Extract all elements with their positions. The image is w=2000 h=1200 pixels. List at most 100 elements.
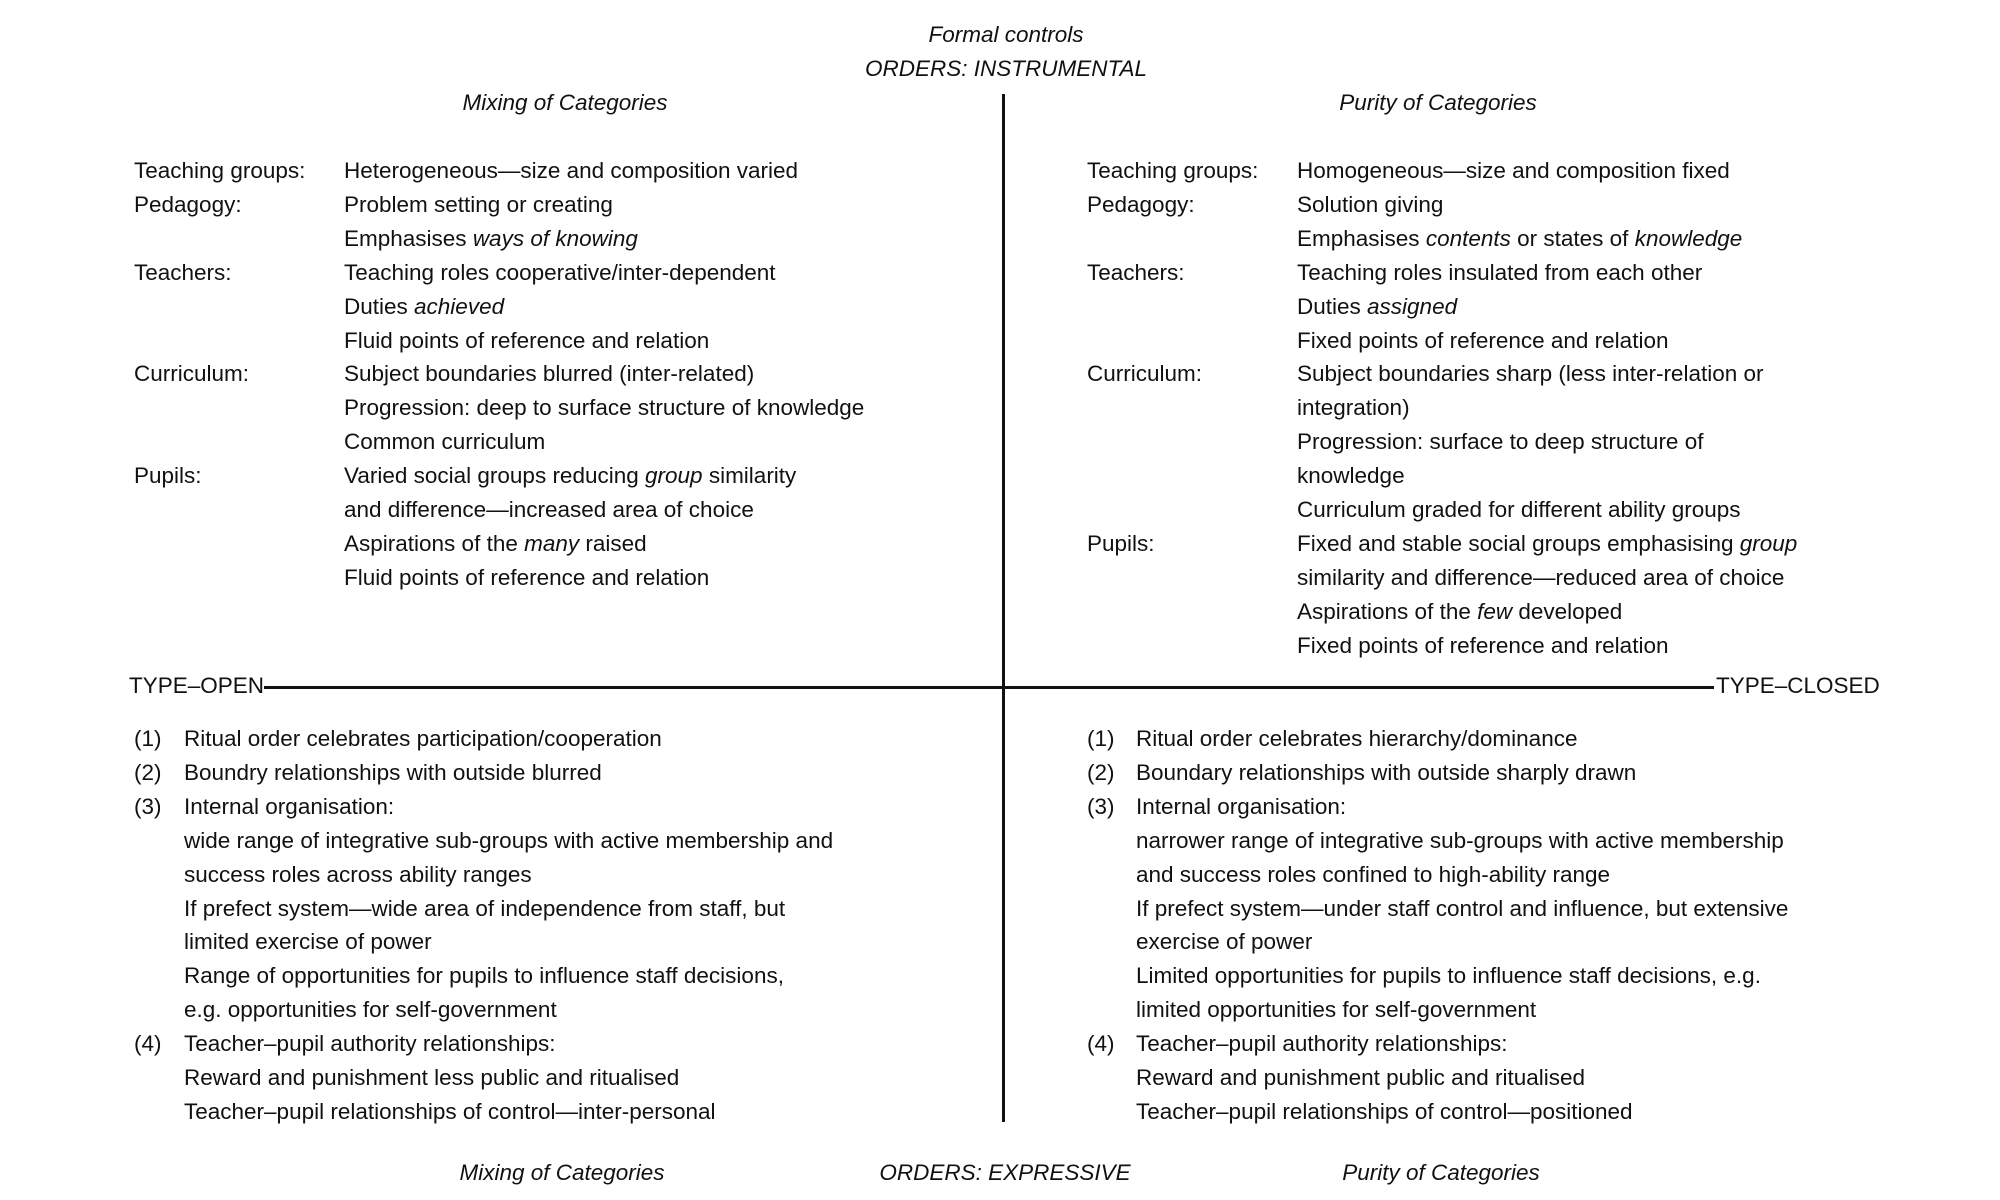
category-row: Teachers: Teaching roles cooperative/inte… (134, 256, 864, 358)
left-axis-label: TYPE–OPEN (129, 673, 265, 698)
bottom-left-heading: Mixing of Categories (459, 1160, 665, 1185)
text-segment: and success roles confined to high-abili… (1136, 861, 1611, 887)
description-line: integration) (1297, 391, 1797, 425)
bottom-right-heading: Purity of Categories (1342, 1160, 1540, 1185)
category-label: Teaching groups: (1087, 158, 1259, 183)
category-row: Pedagogy: Problem setting or creating Emph… (134, 188, 864, 256)
description-line: Reward and punishment public and rituali… (1136, 1061, 1788, 1095)
description-line: Teaching roles insulated from each other (1297, 256, 1797, 290)
text-segment: Boundry relationships with outside blurr… (184, 759, 602, 785)
description-line: Progression: deep to surface structure o… (344, 391, 864, 425)
text-segment: exercise of power (1136, 929, 1313, 955)
text-segment: Ritual order celebrates participation/co… (184, 726, 662, 751)
category-label: (4) (1087, 1031, 1115, 1057)
description-line: and difference—increased area of choice (344, 493, 864, 527)
text-segment: If prefect system—wide area of independe… (184, 895, 786, 921)
category-row: (1) Ritual order celebrates hierarchy/dom… (1087, 722, 1788, 756)
emphasis-text: assigned (1367, 293, 1458, 319)
text-segment: Teaching roles cooperative/inter-depende… (344, 259, 776, 285)
text-segment: Boundary relationships with outside shar… (1136, 759, 1637, 785)
description-line: Teaching roles cooperative/inter-depende… (344, 256, 864, 290)
text-segment: Subject boundaries sharp (less inter-rel… (1297, 361, 1764, 387)
description-line: Ritual order celebrates participation/co… (184, 722, 833, 756)
category-row: Pupils: Fixed and stable social groups em… (1087, 527, 1797, 663)
category-label: Curriculum: (1087, 361, 1203, 387)
text-segment: If prefect system—under staff control an… (1136, 895, 1789, 921)
description-line: Fluid points of reference and relation (344, 561, 864, 595)
text-segment: Curriculum graded for different ability … (1297, 497, 1741, 523)
description-line: Reward and punishment less public and ri… (184, 1061, 833, 1095)
description-line: If prefect system—wide area of independe… (184, 892, 833, 926)
text-segment: Progression: surface to deep structure o… (1297, 429, 1704, 455)
text-segment: Range of opportunities for pupils to inf… (184, 963, 784, 989)
text-segment: Subject boundaries blurred (inter-relate… (344, 361, 755, 387)
category-row: Teachers: Teaching roles insulated from e… (1087, 256, 1797, 358)
description-line: exercise of power (1136, 925, 1788, 959)
description-line: Teacher–pupil authority relationships: (1136, 1027, 1788, 1061)
category-row: (4) Teacher–pupil authority relationships… (1087, 1027, 1788, 1129)
description-line: similarity and difference—reduced area o… (1297, 561, 1797, 595)
emphasis-text: few (1477, 598, 1513, 624)
category-label: (3) (134, 793, 162, 819)
text-segment: Teacher–pupil relationships of control—i… (184, 1098, 716, 1124)
text-segment: Solution giving (1297, 191, 1444, 217)
category-label: (2) (134, 759, 162, 785)
category-row: (2) Boundary relationships with outside s… (1087, 756, 1788, 790)
category-row: (4) Teacher–pupil authority relationships… (134, 1027, 833, 1129)
description-line: Heterogeneous—size and composition varie… (344, 154, 864, 188)
emphasis-text: knowledge (1634, 225, 1743, 251)
description-line: Fixed and stable social groups emphasisi… (1297, 527, 1797, 561)
text-segment: Common curriculum (344, 429, 546, 455)
description-line: Varied social groups reducing group simi… (344, 459, 864, 493)
description-line: Teacher–pupil relationships of control—i… (184, 1095, 833, 1129)
description-line: Duties achieved (344, 290, 864, 324)
text-segment: Aspirations of the (1297, 598, 1478, 624)
emphasis-text: group (1739, 530, 1798, 556)
text-segment: Emphasises (1297, 225, 1426, 251)
text-segment: Limited opportunities for pupils to infl… (1136, 963, 1761, 989)
category-row: Pedagogy: Solution giving Emphasises conte… (1087, 188, 1797, 256)
category-row: Curriculum: Subject boundaries blurred (i… (134, 357, 864, 459)
text-segment: Internal organisation: (1136, 793, 1347, 819)
description-line: Curriculum graded for different ability … (1297, 493, 1797, 527)
text-segment: Duties (344, 293, 415, 319)
category-label: (2) (1087, 759, 1115, 785)
vertical-axis (1002, 94, 1005, 1122)
text-segment: Aspirations of the (344, 530, 525, 556)
text-segment: knowledge (1297, 463, 1405, 489)
category-row: (1) Ritual order celebrates participation… (134, 722, 833, 756)
description-line: Limited opportunities for pupils to infl… (1136, 959, 1788, 993)
text-segment: Heterogeneous—size and composition varie… (344, 158, 799, 183)
top-left-quadrant: Teaching groups: Heterogeneous—size and c… (134, 154, 864, 595)
description-line: Subject boundaries blurred (inter-relate… (344, 357, 864, 391)
text-segment: Internal organisation: (184, 793, 395, 819)
text-segment: e.g. opportunities for self-government (184, 997, 557, 1023)
top-left-heading: Mixing of Categories (462, 90, 668, 115)
top-right-quadrant: Teaching groups: Homogeneous—size and com… (1087, 154, 1797, 663)
text-segment: Fluid points of reference and relation (344, 327, 710, 353)
description-line: Internal organisation: (1136, 790, 1788, 824)
emphasis-text: group (645, 463, 703, 489)
category-row: (3) Internal organisation: wide range of i… (134, 790, 833, 1027)
text-segment: Teacher–pupil authority relationships: (1136, 1031, 1508, 1057)
description-line: Internal organisation: (184, 790, 833, 824)
category-label: Pupils: (134, 463, 202, 489)
description-line: Fixed points of reference and relation (1297, 324, 1797, 358)
description-line: Fixed points of reference and relation (1297, 629, 1797, 663)
description-line: Ritual order celebrates hierarchy/domina… (1136, 722, 1788, 756)
text-segment: Duties (1297, 293, 1368, 319)
description-line: Homogeneous—size and composition fixed (1297, 154, 1797, 188)
text-segment: Fixed and stable social groups emphasisi… (1297, 530, 1740, 556)
description-line: Duties assigned (1297, 290, 1797, 324)
text-segment: Ritual order celebrates hierarchy/domina… (1136, 726, 1578, 751)
category-row: (3) Internal organisation: narrower range … (1087, 790, 1788, 1027)
bottom-right-quadrant: (1) Ritual order celebrates hierarchy/dom… (1087, 722, 1788, 1129)
text-segment: Teaching roles insulated from each other (1297, 259, 1703, 285)
category-label: Teachers: (1087, 259, 1185, 285)
text-segment: Varied social groups reducing (344, 463, 646, 489)
category-label: (4) (134, 1031, 162, 1057)
category-label: (1) (134, 726, 162, 751)
category-row: Teaching groups: Heterogeneous—size and c… (134, 154, 864, 188)
right-axis-label: TYPE–CLOSED (1716, 673, 1880, 698)
category-row: Teaching groups: Homogeneous—size and com… (1087, 154, 1797, 188)
